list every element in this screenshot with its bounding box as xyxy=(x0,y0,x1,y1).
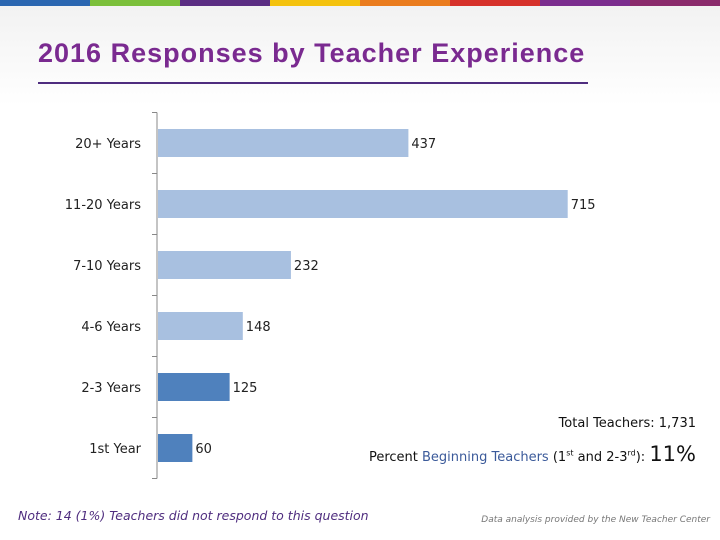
credit-line: Data analysis provided by the New Teache… xyxy=(481,515,710,525)
bar xyxy=(158,373,230,401)
stripe-segment xyxy=(90,0,180,6)
data-label: 125 xyxy=(233,381,258,396)
data-label: 437 xyxy=(411,137,436,152)
pct-value: 11% xyxy=(649,442,696,466)
chart-title: 2016 Responses by Teacher Experience xyxy=(38,38,586,68)
stripe-segment xyxy=(540,0,630,6)
title-underline xyxy=(38,82,588,84)
stripe-segment xyxy=(450,0,540,6)
pct-highlight: Beginning Teachers xyxy=(422,450,549,465)
stripe-segment xyxy=(270,0,360,6)
bar xyxy=(158,312,243,340)
stripe-segment xyxy=(360,0,450,6)
bar xyxy=(158,251,291,279)
total-teachers: Total Teachers: 1,731 xyxy=(558,416,696,431)
data-label: 232 xyxy=(294,259,319,274)
percent-beginning-teachers: Percent Beginning Teachers (1st and 2-3r… xyxy=(369,442,696,466)
pct-prefix: Percent xyxy=(368,450,423,465)
bar-chart: 20+ Years 437 11-20 Years 715 7-10 Years 232 4… xyxy=(65,112,596,479)
title-band xyxy=(0,6,720,106)
stripe-segment xyxy=(0,0,90,6)
pct-part3: ): xyxy=(635,450,650,465)
bar xyxy=(158,129,409,157)
pct-part2: and 2-3 xyxy=(573,450,628,465)
pct-sup2: rd xyxy=(627,448,636,458)
bar xyxy=(158,190,568,218)
pct-sup1: st xyxy=(566,448,574,458)
category-label: 1st Year xyxy=(89,442,141,457)
category-label: 11-20 Years xyxy=(65,198,141,213)
data-label: 148 xyxy=(246,320,271,335)
category-label: 2-3 Years xyxy=(81,381,141,396)
stripe-segment xyxy=(180,0,270,6)
stripe-segment xyxy=(630,0,720,6)
pct-part1: (1 xyxy=(548,450,567,465)
data-label: 60 xyxy=(195,442,212,457)
category-label: 20+ Years xyxy=(75,137,141,152)
footnote: Note: 14 (1%) Teachers did not respond t… xyxy=(18,508,369,523)
color-stripe xyxy=(0,0,720,6)
category-label: 7-10 Years xyxy=(73,259,141,274)
bar xyxy=(158,434,193,462)
category-label: 4-6 Years xyxy=(81,320,141,335)
data-label: 715 xyxy=(571,198,596,213)
